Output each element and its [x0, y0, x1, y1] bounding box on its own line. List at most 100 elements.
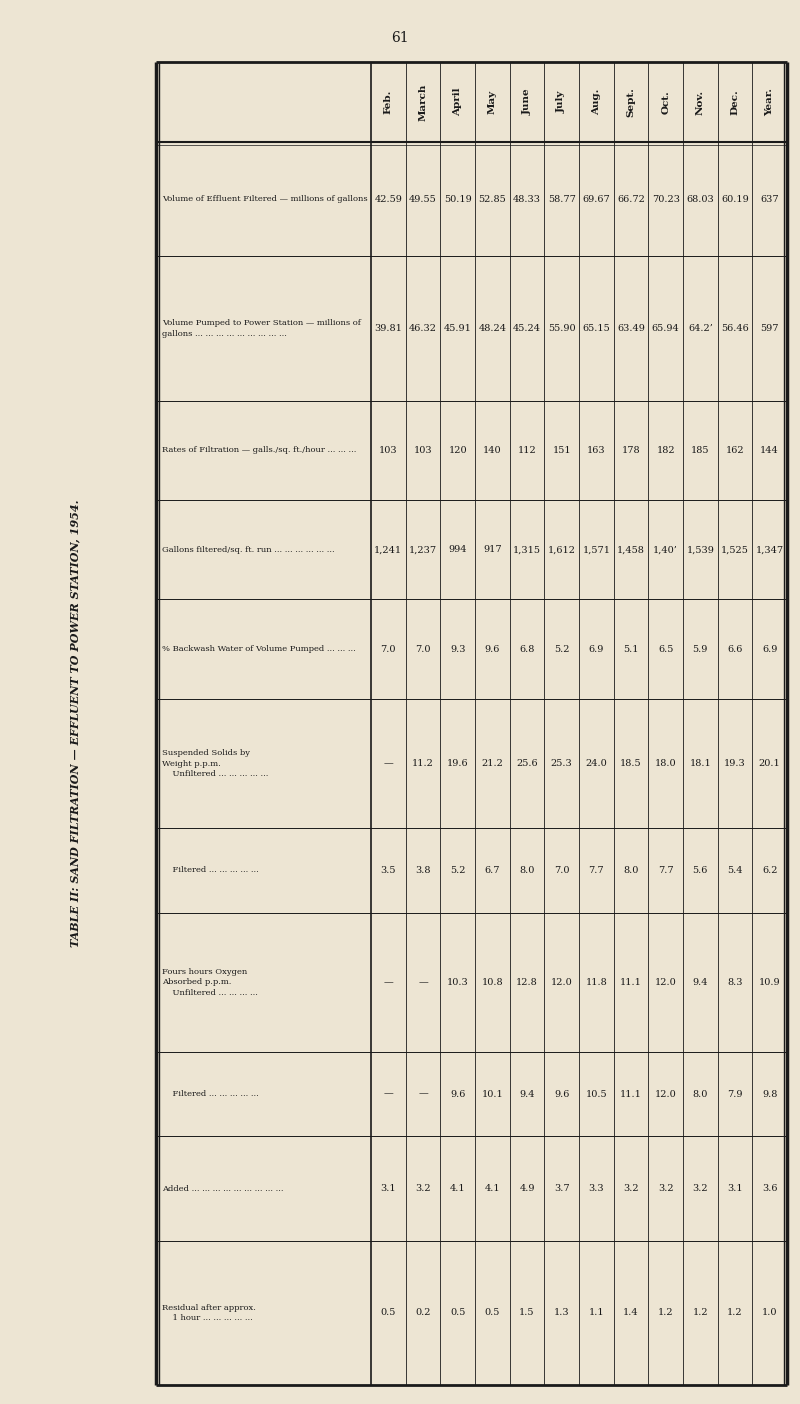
Text: 18.0: 18.0 — [655, 760, 677, 768]
Text: 9.4: 9.4 — [519, 1090, 534, 1099]
Text: 103: 103 — [414, 445, 432, 455]
Text: 6.5: 6.5 — [658, 644, 674, 654]
Text: 11.2: 11.2 — [412, 760, 434, 768]
Text: 103: 103 — [379, 445, 398, 455]
Text: 1,571: 1,571 — [582, 545, 610, 555]
Text: 8.0: 8.0 — [623, 866, 638, 875]
Text: 7.0: 7.0 — [554, 866, 570, 875]
Text: 19.3: 19.3 — [724, 760, 746, 768]
Text: 994: 994 — [449, 545, 467, 555]
Text: 10.9: 10.9 — [759, 977, 781, 987]
Text: 42.59: 42.59 — [374, 195, 402, 204]
Text: 68.03: 68.03 — [686, 195, 714, 204]
Text: 3.3: 3.3 — [589, 1184, 604, 1193]
Text: 12.0: 12.0 — [654, 1090, 677, 1099]
Text: 11.1: 11.1 — [620, 1090, 642, 1099]
Text: 1.0: 1.0 — [762, 1309, 778, 1317]
Text: 120: 120 — [448, 445, 467, 455]
Text: 7.7: 7.7 — [658, 866, 674, 875]
Text: 9.3: 9.3 — [450, 644, 466, 654]
Text: Oct.: Oct. — [661, 90, 670, 114]
Text: 20.1: 20.1 — [758, 760, 781, 768]
Text: 1.5: 1.5 — [519, 1309, 534, 1317]
Text: 11.8: 11.8 — [586, 977, 607, 987]
Text: Suspended Solids by
Weight p.p.m.
    Unfiltered ... ... ... ... ...: Suspended Solids by Weight p.p.m. Unfilt… — [162, 750, 268, 778]
Text: —: — — [383, 760, 394, 768]
Text: 70.23: 70.23 — [652, 195, 680, 204]
Text: 5.2: 5.2 — [450, 866, 466, 875]
Text: 3.8: 3.8 — [415, 866, 430, 875]
Text: 8.0: 8.0 — [693, 1090, 708, 1099]
Text: Added ... ... ... ... ... ... ... ... ...: Added ... ... ... ... ... ... ... ... ..… — [162, 1185, 283, 1192]
Text: 49.55: 49.55 — [409, 195, 437, 204]
Text: 18.1: 18.1 — [690, 760, 711, 768]
Text: Sept.: Sept. — [626, 87, 635, 117]
Text: 151: 151 — [552, 445, 571, 455]
Text: 60.19: 60.19 — [721, 195, 749, 204]
Text: 24.0: 24.0 — [586, 760, 607, 768]
Text: 597: 597 — [761, 324, 779, 333]
Text: 0.5: 0.5 — [450, 1309, 466, 1317]
Text: —: — — [383, 977, 394, 987]
Text: 0.5: 0.5 — [485, 1309, 500, 1317]
Text: 5.6: 5.6 — [693, 866, 708, 875]
Text: 25.3: 25.3 — [550, 760, 573, 768]
Text: 4.9: 4.9 — [519, 1184, 534, 1193]
Text: 7.7: 7.7 — [589, 866, 604, 875]
Text: Volume of Effluent Filtered — millions of gallons: Volume of Effluent Filtered — millions o… — [162, 195, 368, 204]
Text: 6.7: 6.7 — [485, 866, 500, 875]
Text: Dec.: Dec. — [730, 88, 739, 115]
Text: 12.8: 12.8 — [516, 977, 538, 987]
Text: 0.5: 0.5 — [381, 1309, 396, 1317]
Text: 39.81: 39.81 — [374, 324, 402, 333]
Text: 1.2: 1.2 — [658, 1309, 674, 1317]
Text: 1.2: 1.2 — [693, 1309, 708, 1317]
Text: 66.72: 66.72 — [617, 195, 645, 204]
Text: 3.2: 3.2 — [693, 1184, 708, 1193]
Text: 65.94: 65.94 — [652, 324, 679, 333]
Text: % Backwash Water of Volume Pumped ... ... ...: % Backwash Water of Volume Pumped ... ..… — [162, 646, 356, 653]
Text: 7.0: 7.0 — [381, 644, 396, 654]
Text: 4.1: 4.1 — [485, 1184, 500, 1193]
Text: 46.32: 46.32 — [409, 324, 437, 333]
Text: Filtered ... ... ... ... ...: Filtered ... ... ... ... ... — [162, 1090, 258, 1098]
Text: Rates of Filtration — galls./sq. ft./hour ... ... ...: Rates of Filtration — galls./sq. ft./hou… — [162, 446, 356, 455]
Text: Feb.: Feb. — [384, 90, 393, 114]
Text: 182: 182 — [656, 445, 675, 455]
Text: Fours hours Oxygen
Absorbed p.p.m.
    Unfiltered ... ... ... ...: Fours hours Oxygen Absorbed p.p.m. Unfil… — [162, 967, 258, 997]
Text: 12.0: 12.0 — [550, 977, 573, 987]
Text: 19.6: 19.6 — [447, 760, 469, 768]
Text: 10.3: 10.3 — [446, 977, 469, 987]
Text: 144: 144 — [760, 445, 779, 455]
Text: 178: 178 — [622, 445, 640, 455]
Text: 3.2: 3.2 — [658, 1184, 674, 1193]
Text: 1,237: 1,237 — [409, 545, 437, 555]
Text: 3.1: 3.1 — [727, 1184, 743, 1193]
Text: 6.8: 6.8 — [519, 644, 534, 654]
Text: 50.19: 50.19 — [444, 195, 471, 204]
Text: 48.24: 48.24 — [478, 324, 506, 333]
Text: 1,241: 1,241 — [374, 545, 402, 555]
Text: 12.0: 12.0 — [654, 977, 677, 987]
Text: TABLE II: SAND FILTRATION — EFFLUENT TO POWER STATION, 1954.: TABLE II: SAND FILTRATION — EFFLUENT TO … — [70, 500, 81, 948]
Text: —: — — [418, 977, 428, 987]
Text: 0.2: 0.2 — [415, 1309, 430, 1317]
Text: July: July — [557, 91, 566, 114]
Text: 5.1: 5.1 — [623, 644, 638, 654]
Text: 917: 917 — [483, 545, 502, 555]
Text: 45.24: 45.24 — [513, 324, 541, 333]
Text: 6.9: 6.9 — [762, 644, 778, 654]
Text: 63.49: 63.49 — [617, 324, 645, 333]
Text: —: — — [418, 1090, 428, 1099]
Text: 5.4: 5.4 — [727, 866, 742, 875]
Text: 1,458: 1,458 — [617, 545, 645, 555]
Text: 185: 185 — [691, 445, 710, 455]
Text: 112: 112 — [518, 445, 536, 455]
Text: 3.2: 3.2 — [415, 1184, 431, 1193]
Text: Year.: Year. — [765, 88, 774, 117]
Text: 9.6: 9.6 — [485, 644, 500, 654]
Text: 64.2’: 64.2’ — [688, 324, 713, 333]
Text: Aug.: Aug. — [592, 88, 601, 115]
Text: 1.2: 1.2 — [727, 1309, 743, 1317]
Text: 11.1: 11.1 — [620, 977, 642, 987]
